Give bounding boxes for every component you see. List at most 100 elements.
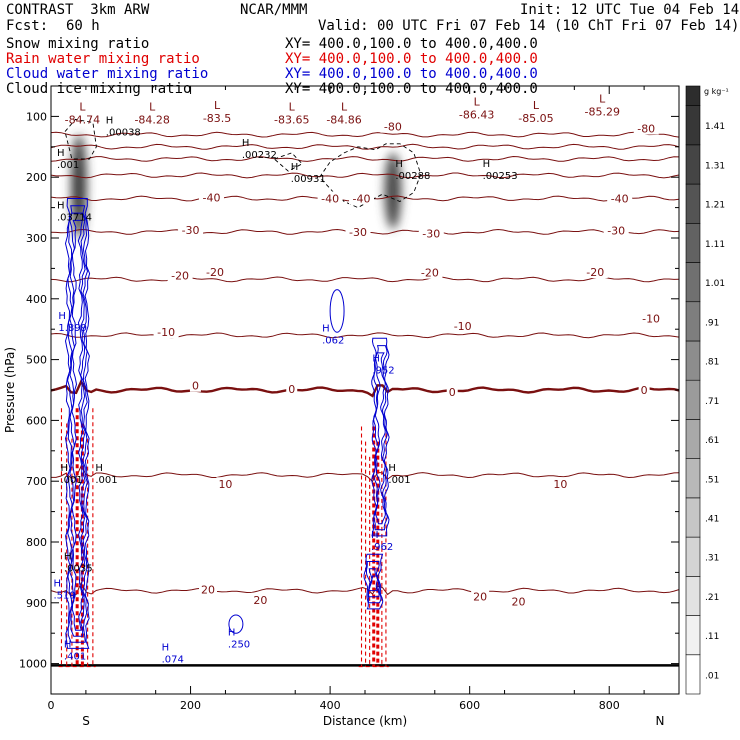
colorbar-segment-1 xyxy=(685,615,701,656)
isotherm-label-21: -40 xyxy=(203,191,221,204)
cloud-water-small-1 xyxy=(228,614,244,634)
isotherm-label-11: -10 xyxy=(454,320,472,333)
isotherm-label-bg-15 xyxy=(417,265,443,279)
field-xy-snow: XY= 400.0,100.0 to 400.0,400.0 xyxy=(285,36,538,52)
colorbar-segment-0 xyxy=(685,654,701,695)
maximum-value-16: .401 xyxy=(64,651,86,662)
colorbar-segment-12 xyxy=(685,183,701,224)
isotherm-label-9: 0 xyxy=(641,384,648,397)
fcst-label: Fcst: xyxy=(6,18,49,34)
y-tick-label-0: 100 xyxy=(26,110,47,123)
field-xy-cloud-water: XY= 400.0,100.0 to 400.0,400.0 xyxy=(285,66,538,82)
isotherm-label-6: 0 xyxy=(192,380,199,393)
isotherm-label-8: 0 xyxy=(449,386,456,399)
colorbar-label-11: 1.11 xyxy=(705,240,725,250)
maximum-value-5: .00253 xyxy=(483,171,518,182)
isotherm-label-0: 20 xyxy=(201,583,215,596)
isotherm-label-19: -30 xyxy=(422,228,440,241)
maximum-value-4: .00288 xyxy=(395,171,430,182)
maximum-letter-14: H xyxy=(64,551,72,562)
x-tick-label-1: 200 xyxy=(180,699,201,712)
y-tick-label-7: 800 xyxy=(26,536,47,549)
isotherm-label-24: -40 xyxy=(611,192,629,205)
isotherm-label-bg-12 xyxy=(638,311,664,325)
y-tick-label-9: 1000 xyxy=(19,658,47,671)
maximum-value-12: .001 xyxy=(388,475,410,486)
maximum-letter-9: H xyxy=(372,354,380,365)
isotherm-label-bg-18 xyxy=(345,224,371,238)
minimum-letter-2: L xyxy=(214,99,221,112)
y-tick-label-3: 400 xyxy=(26,293,47,306)
minimum-value-0: -84.74 xyxy=(65,113,100,126)
isotherm-label-bg-17 xyxy=(178,223,204,237)
maximum-letter-0: H xyxy=(106,115,114,126)
colorbar-unit: g kg⁻¹ xyxy=(704,87,729,96)
maximum-value-10: .001 xyxy=(60,475,82,486)
cloud-ice-outline-0 xyxy=(319,143,422,209)
maximum-letter-7: H xyxy=(58,311,66,322)
isotherm-label-12: -10 xyxy=(642,312,660,325)
north-label: N xyxy=(656,714,665,728)
colorbar-label-5: .51 xyxy=(705,475,719,485)
maximum-letter-2: H xyxy=(242,138,250,149)
isotherm-label-22: -40 xyxy=(321,192,339,205)
maximum-value-2: .00232 xyxy=(242,150,277,161)
minimum-value-3: -83.65 xyxy=(274,113,309,126)
colorbar-label-13: 1.31 xyxy=(705,161,725,171)
isotherm-label-bg-7 xyxy=(286,381,298,395)
colorbar-label-7: .71 xyxy=(705,397,719,407)
x-tick-label-3: 600 xyxy=(459,699,480,712)
isotherm-3 xyxy=(51,332,679,339)
colorbar-label-1: .11 xyxy=(705,632,719,642)
cloud-water-ring-2-3 xyxy=(368,575,378,592)
isotherm-label-bg-24 xyxy=(607,191,633,205)
cloud-water-column-0 xyxy=(64,198,91,649)
maximum-value-9: .952 xyxy=(372,366,394,377)
isotherm-label-bg-6 xyxy=(189,378,201,392)
maximum-value-1: .001 xyxy=(57,160,79,171)
maximum-letter-15: H xyxy=(53,579,61,590)
cloud-water-ring-0-2 xyxy=(69,212,86,637)
isotherm-label-7: 0 xyxy=(288,383,295,396)
colorbar-segment-7 xyxy=(685,379,701,420)
field-name-cloud-ice: Cloud ice mixing ratio xyxy=(6,81,192,97)
valid-time: Valid: 00 UTC Fri 07 Feb 14 (10 ChT Fri … xyxy=(318,18,740,34)
colorbar-label-12: 1.21 xyxy=(705,201,725,211)
maximum-letter-3: H xyxy=(291,162,299,173)
cloud-water-ring-2-0 xyxy=(363,553,384,610)
maximum-letter-12: H xyxy=(388,463,396,474)
isotherm-label-18: -30 xyxy=(349,226,367,239)
colorbar-segment-13 xyxy=(685,144,701,185)
isotherm-label-20: -30 xyxy=(607,225,625,238)
maximum-letter-11: H xyxy=(95,463,103,474)
y-tick-label-6: 700 xyxy=(26,475,47,488)
colorbar-label-14: 1.41 xyxy=(705,122,725,132)
minimum-letter-7: L xyxy=(599,92,606,105)
isotherm-label-bg-1 xyxy=(251,592,270,606)
maximum-value-3: .00931 xyxy=(291,174,326,185)
minimum-letter-1: L xyxy=(149,100,156,113)
model-title: CONTRAST 3km ARW xyxy=(6,2,150,18)
isotherm-label-bg-5 xyxy=(551,477,570,491)
isotherm-label-bg-2 xyxy=(471,589,490,603)
isotherm-label-bg-10 xyxy=(153,325,179,339)
isotherm-label-bg-4 xyxy=(216,477,235,491)
colorbar-segment-8 xyxy=(685,340,701,381)
isotherm-label-3: 20 xyxy=(512,596,526,609)
isotherm-label-15: -20 xyxy=(421,267,439,280)
maximum-letter-18: H xyxy=(228,627,236,638)
field-name-cloud-water: Cloud water mixing ratio xyxy=(6,66,209,82)
isotherm-9 xyxy=(51,143,679,150)
minimum-letter-6: L xyxy=(533,99,540,112)
minimum-value-2: -83.5 xyxy=(203,112,231,125)
maximum-letter-1: H xyxy=(57,148,65,159)
colorbar-segment-2 xyxy=(685,576,701,616)
isotherm-7 xyxy=(51,172,679,179)
minimum-value-6: -85.05 xyxy=(518,112,553,125)
colorbar-top-cap xyxy=(685,85,701,106)
colorbar-label-0: .01 xyxy=(705,671,719,681)
isotherm-label-13: -20 xyxy=(171,270,189,283)
cloud-water-ring-0-3 xyxy=(71,219,84,631)
isotherm-label-bg-8 xyxy=(446,384,458,398)
minimum-value-1: -84.28 xyxy=(134,113,169,126)
